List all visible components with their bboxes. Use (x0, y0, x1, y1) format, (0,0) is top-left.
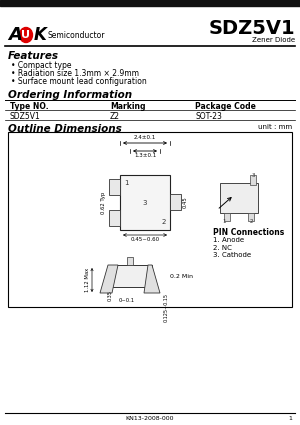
Text: Zener Diode: Zener Diode (252, 37, 295, 43)
Text: • Compact type: • Compact type (11, 61, 71, 70)
Text: 0~0.1: 0~0.1 (119, 298, 135, 303)
Text: SOT-23: SOT-23 (195, 112, 222, 121)
Text: 0.2 Min: 0.2 Min (170, 274, 193, 278)
Bar (170, 194, 181, 210)
Polygon shape (144, 265, 160, 293)
Text: SDZ5V1: SDZ5V1 (10, 112, 41, 121)
Text: 2.4±0.1: 2.4±0.1 (134, 135, 156, 140)
Text: 0.125~0.15: 0.125~0.15 (164, 293, 169, 322)
Bar (108, 265, 152, 287)
Text: A: A (8, 26, 22, 44)
Text: • Surface mount lead configuration: • Surface mount lead configuration (11, 77, 147, 86)
Bar (109, 210, 120, 226)
Text: 2: 2 (249, 219, 253, 224)
Text: 1: 1 (124, 180, 128, 186)
Text: Package Code: Package Code (195, 102, 256, 111)
Text: 0.35: 0.35 (107, 290, 112, 301)
Text: U: U (22, 30, 31, 40)
Text: 3. Cathode: 3. Cathode (213, 252, 251, 258)
Text: • Radiation size 1.3mm × 2.9mm: • Radiation size 1.3mm × 2.9mm (11, 69, 139, 78)
Bar (224, 213, 230, 221)
Text: K: K (34, 26, 47, 44)
Text: Semiconductor: Semiconductor (47, 31, 104, 40)
Text: KN13-2008-000: KN13-2008-000 (126, 416, 174, 422)
Polygon shape (100, 265, 118, 293)
Bar (127, 257, 133, 265)
Text: 2. NC: 2. NC (213, 244, 232, 250)
Text: 0.62 Typ: 0.62 Typ (101, 191, 106, 214)
Text: Outline Dimensions: Outline Dimensions (8, 124, 122, 134)
Text: 3: 3 (143, 199, 147, 206)
Text: 1.3±0.1: 1.3±0.1 (134, 153, 156, 158)
Bar (8, 132, 292, 307)
Bar (248, 213, 254, 221)
Text: Z2: Z2 (110, 112, 120, 121)
Bar (250, 175, 256, 185)
Bar (109, 179, 120, 195)
Bar (0, 413, 300, 425)
Bar (0, 0, 300, 6)
Text: 0.45~0.60: 0.45~0.60 (130, 237, 160, 242)
Text: 2: 2 (162, 219, 166, 225)
Text: 1: 1 (288, 416, 292, 422)
Text: Features: Features (8, 51, 59, 61)
Text: 1.12 Max: 1.12 Max (85, 268, 90, 292)
Bar (120, 175, 170, 230)
Text: 1: 1 (222, 219, 226, 224)
Text: unit : mm: unit : mm (258, 124, 292, 130)
Text: Marking: Marking (110, 102, 146, 111)
Ellipse shape (20, 28, 32, 42)
Text: 0.45: 0.45 (183, 197, 188, 208)
Bar (220, 183, 258, 213)
Text: Type NO.: Type NO. (10, 102, 49, 111)
Text: SDZ5V1: SDZ5V1 (208, 19, 295, 37)
Text: Ordering Information: Ordering Information (8, 90, 132, 100)
Text: 1. Anode: 1. Anode (213, 237, 244, 243)
Text: PIN Connections: PIN Connections (213, 228, 284, 237)
Text: 3: 3 (251, 173, 255, 178)
